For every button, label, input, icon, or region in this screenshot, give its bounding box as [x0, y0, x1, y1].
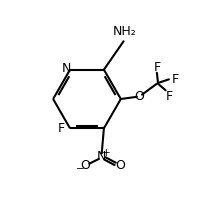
- Text: F: F: [172, 73, 179, 86]
- Text: N: N: [61, 62, 71, 75]
- Text: NH₂: NH₂: [113, 25, 137, 38]
- Text: N: N: [97, 150, 106, 163]
- Text: +: +: [102, 148, 111, 158]
- Text: O: O: [135, 90, 144, 103]
- Text: −: −: [76, 164, 85, 174]
- Text: O: O: [115, 159, 125, 172]
- Text: F: F: [165, 90, 172, 103]
- Text: F: F: [58, 122, 65, 135]
- Text: F: F: [153, 61, 161, 74]
- Text: O: O: [80, 159, 90, 172]
